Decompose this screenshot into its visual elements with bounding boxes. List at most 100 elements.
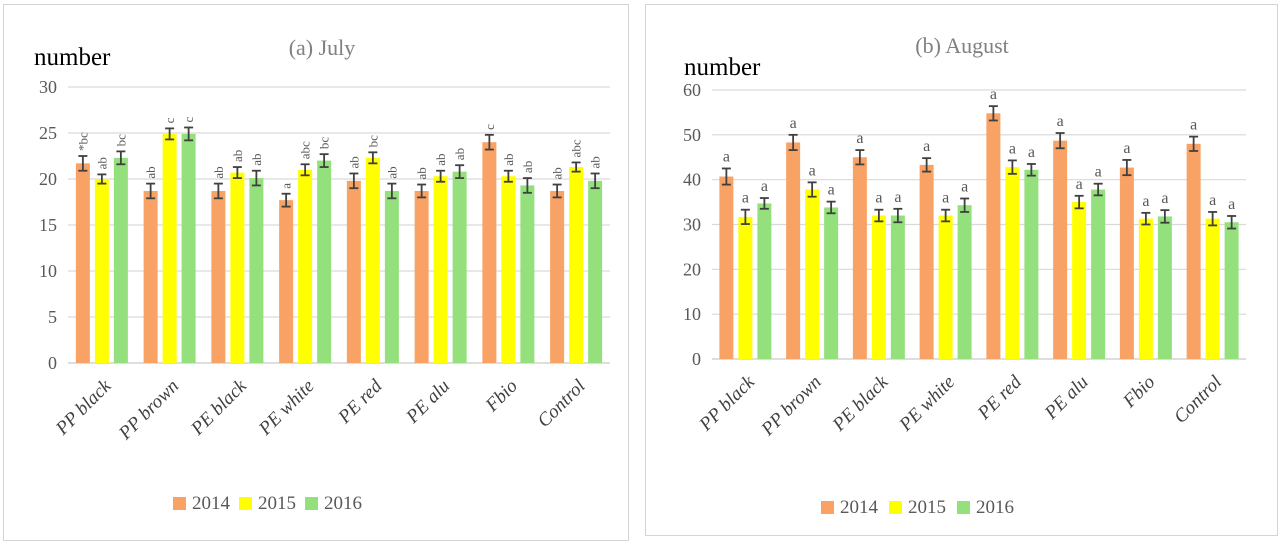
significance-label: a [1028, 144, 1035, 161]
significance-label: ab [588, 156, 603, 168]
significance-label: a [1095, 164, 1102, 181]
legend-swatch-2014 [173, 497, 186, 510]
x-category-label: Control [1170, 372, 1226, 428]
legend-label: 2014 [192, 493, 231, 514]
bar-2014 [852, 157, 867, 359]
significance-label: c [482, 124, 497, 130]
significance-label: c [162, 117, 177, 123]
bar-2016 [452, 171, 467, 363]
bar-2014 [75, 163, 90, 363]
x-category-label: PP black [51, 375, 116, 440]
y-tick-label: 60 [683, 80, 701, 100]
chart-title: (b) August [915, 33, 1009, 58]
significance-label: ab [211, 166, 226, 178]
bar-2016 [181, 133, 196, 363]
significance-label: abc [298, 141, 313, 159]
y-axis-title: number [684, 54, 761, 81]
significance-label: ab [452, 148, 467, 160]
significance-label: a [828, 182, 835, 199]
bar-2016 [824, 207, 839, 359]
y-tick-label: 40 [683, 170, 701, 190]
significance-label: ab [230, 150, 245, 162]
y-tick-label: 10 [683, 304, 701, 324]
legend-swatch-2014 [821, 501, 834, 514]
bar-2016 [317, 160, 332, 363]
significance-label: a [809, 162, 816, 179]
significance-label: a [923, 138, 930, 155]
significance-label: c [181, 116, 196, 122]
x-category-label: PE white [254, 376, 318, 440]
x-category-label: PE alu [402, 376, 455, 429]
y-tick-label: 10 [39, 261, 57, 281]
x-category-label: PP black [695, 371, 760, 436]
significance-label: ab [384, 166, 399, 178]
y-tick-label: 0 [692, 349, 701, 369]
significance-label: a [894, 189, 901, 206]
bar-2014 [211, 190, 226, 363]
significance-label: ab [550, 167, 565, 179]
significance-label: a [1190, 117, 1197, 134]
significance-label: a [856, 130, 863, 147]
significance-label: ab [520, 161, 535, 173]
significance-label: *bc [75, 132, 90, 151]
x-category-label: Fbio [481, 376, 522, 417]
significance-label: a [1161, 190, 1168, 207]
legend-swatch-2015 [889, 501, 902, 514]
bar-2014 [414, 190, 429, 363]
significance-label: a [1228, 196, 1235, 213]
legend-label: 2016 [976, 497, 1014, 518]
y-tick-label: 30 [683, 215, 701, 235]
x-category-label: PE red [973, 371, 1026, 424]
significance-label: ab [433, 153, 448, 165]
bar-2015 [1205, 218, 1220, 359]
significance-label: a [1209, 192, 1216, 209]
bar-2016 [588, 180, 603, 363]
bar-2015 [1138, 218, 1153, 359]
y-tick-label: 50 [683, 125, 701, 145]
significance-label: a [742, 190, 749, 207]
bar-2015 [162, 133, 177, 363]
bar-2015 [738, 216, 753, 359]
y-tick-label: 0 [48, 353, 57, 373]
x-category-label: Control [534, 376, 590, 432]
bar-2015 [805, 189, 820, 359]
significance-label: a [761, 178, 768, 195]
y-tick-label: 15 [39, 215, 57, 235]
significance-label: a [1076, 176, 1083, 193]
y-tick-label: 20 [683, 259, 701, 279]
bar-2015 [1072, 202, 1087, 359]
significance-label: a [279, 183, 294, 189]
significance-label: a [942, 190, 949, 207]
bar-2014 [550, 190, 565, 363]
bar-2016 [1224, 222, 1239, 359]
bar-2016 [520, 185, 535, 363]
bar-2014 [986, 113, 1001, 360]
x-category-label: PP brown [114, 376, 183, 445]
bar-2016 [113, 157, 128, 363]
significance-label: ab [501, 153, 516, 165]
significance-label: abc [569, 139, 584, 157]
bar-2015 [230, 172, 245, 363]
bar-2014 [1119, 167, 1134, 359]
significance-label: ab [143, 166, 158, 178]
y-tick-label: 30 [39, 77, 57, 97]
bar-2015 [365, 157, 380, 363]
chart-panel-july: (a) July number 0 5 10 15 20 25 30 *bc ab bc PP blac… [3, 4, 629, 541]
y-tick-label: 20 [39, 169, 57, 189]
legend-label: 2016 [324, 493, 362, 514]
significance-label: a [723, 148, 730, 165]
significance-label: a [1123, 140, 1130, 157]
legend-swatch-2016 [957, 501, 970, 514]
bar-2014 [482, 142, 497, 363]
bar-2014 [1186, 143, 1201, 359]
significance-label: a [961, 178, 968, 195]
bar-2016 [957, 205, 972, 359]
x-category-label: PP brown [757, 372, 826, 441]
x-category-label: PE black [186, 375, 251, 440]
significance-label: ab [94, 157, 109, 169]
significance-label: bc [113, 134, 128, 147]
x-category-label: PE white [895, 372, 959, 436]
significance-label: ab [346, 156, 361, 168]
